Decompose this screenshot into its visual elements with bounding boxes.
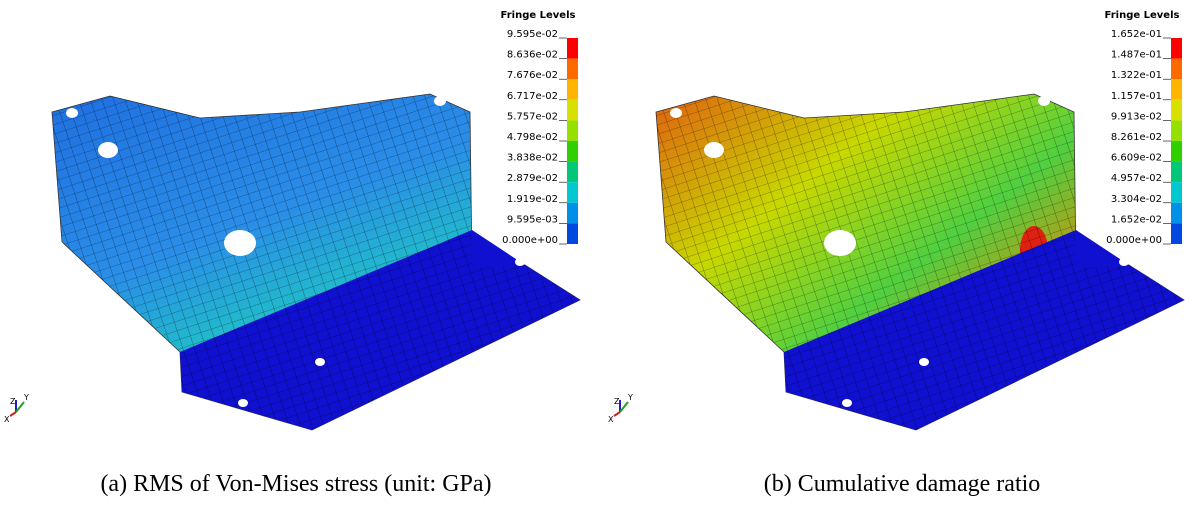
level-label: 9.595e-02	[507, 29, 558, 40]
color-band	[1171, 79, 1182, 100]
triad-label: Z	[614, 397, 620, 406]
triad-label: Y	[23, 393, 29, 402]
color-band	[567, 58, 578, 80]
legend-title: Fringe Levels	[501, 10, 576, 21]
caption: (a) RMS of Von-Mises stress (unit: GPa)	[100, 471, 491, 497]
level-label: 1.157e-01	[1111, 91, 1162, 102]
color-band	[1171, 161, 1182, 183]
mesh-lines	[52, 94, 580, 430]
color-band	[1171, 223, 1182, 244]
level-label: 1.652e-01	[1111, 29, 1162, 40]
level-label: 1.487e-01	[1111, 50, 1162, 61]
color-band	[567, 141, 578, 162]
level-label: 9.595e-03	[507, 214, 558, 225]
mesh-lines	[656, 94, 1184, 430]
triad-axis	[15, 401, 25, 413]
color-band	[1171, 141, 1182, 162]
level-label: 0.000e+00	[502, 235, 558, 246]
color-band	[567, 223, 578, 244]
level-label: 7.676e-02	[507, 70, 558, 81]
level-label: 1.322e-01	[1111, 70, 1162, 81]
color-band	[567, 99, 578, 121]
level-label: 2.879e-02	[507, 173, 558, 184]
triad-label: X	[4, 415, 10, 424]
level-label: 8.261e-02	[1111, 132, 1162, 143]
color-band	[1171, 202, 1182, 224]
plot-a	[51, 93, 581, 431]
color-band	[567, 120, 578, 141]
color-band	[1171, 58, 1182, 80]
level-label: 3.304e-02	[1111, 194, 1162, 205]
color-band	[567, 79, 578, 100]
triad-label: Y	[627, 393, 633, 402]
triad-axis	[619, 401, 629, 413]
level-label: 0.000e+00	[1106, 235, 1162, 246]
level-label: 4.798e-02	[507, 132, 558, 143]
color-band	[567, 161, 578, 183]
legend-title: Fringe Levels	[1105, 10, 1180, 21]
triad-axis	[9, 411, 17, 417]
holes	[66, 96, 525, 407]
color-band	[567, 182, 578, 203]
level-label: 6.717e-02	[507, 91, 558, 102]
level-label: 1.919e-02	[507, 194, 558, 205]
level-label: 3.838e-02	[507, 153, 558, 164]
level-label: 1.652e-02	[1111, 214, 1162, 225]
triad-label: X	[608, 415, 614, 424]
plot-b	[655, 93, 1185, 431]
color-band	[1171, 99, 1182, 121]
triad-axis	[613, 411, 621, 417]
color-band	[1171, 120, 1182, 141]
level-label: 8.636e-02	[507, 50, 558, 61]
color-band	[1171, 182, 1182, 203]
level-label: 5.757e-02	[507, 111, 558, 122]
color-band	[567, 202, 578, 224]
level-label: 9.913e-02	[1111, 111, 1162, 122]
level-label: 4.957e-02	[1111, 173, 1162, 184]
color-band	[1171, 38, 1182, 59]
color-band	[567, 38, 578, 59]
triad-label: Z	[10, 397, 16, 406]
caption: (b) Cumulative damage ratio	[764, 471, 1041, 497]
level-label: 6.609e-02	[1111, 153, 1162, 164]
holes	[670, 96, 1129, 407]
